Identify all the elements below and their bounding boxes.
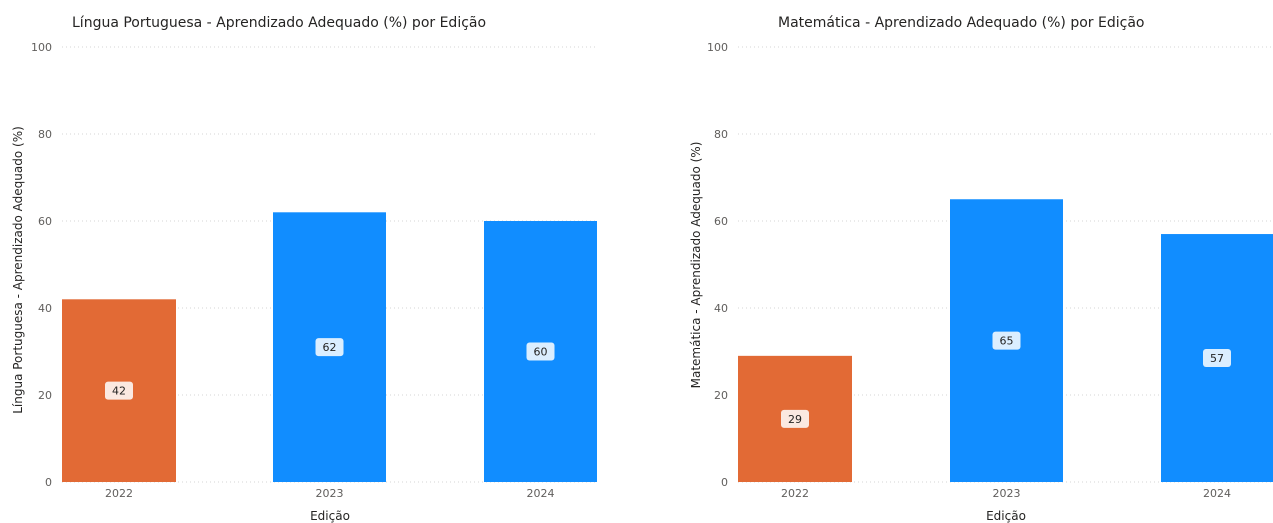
data-label-bg <box>105 381 133 400</box>
y-tick-label: 80 <box>714 128 728 141</box>
data-label-bg <box>1203 349 1231 368</box>
data-label-bg <box>315 338 344 357</box>
data-label: 65 <box>1000 335 1014 348</box>
y-tick-label: 80 <box>38 128 52 141</box>
data-label: 57 <box>1210 352 1224 365</box>
data-label-bg <box>992 331 1021 350</box>
y-tick-label: 0 <box>45 476 52 489</box>
y-tick-label: 100 <box>31 41 52 54</box>
y-tick-label: 20 <box>714 389 728 402</box>
data-label-bg <box>781 409 809 428</box>
x-tick-label: 2022 <box>781 487 809 500</box>
y-tick-label: 40 <box>38 302 52 315</box>
chart-title: Matemática - Aprendizado Adequado (%) po… <box>778 15 1144 31</box>
y-tick-label: 100 <box>707 41 728 54</box>
data-label-bg <box>526 342 555 361</box>
x-tick-label: 2024 <box>527 487 555 500</box>
y-axis-title: Língua Portuguesa - Aprendizado Adequado… <box>11 126 25 414</box>
y-tick-label: 60 <box>714 215 728 228</box>
data-label: 62 <box>323 341 337 354</box>
data-label: 60 <box>534 346 548 359</box>
x-axis-title: Edição <box>986 509 1026 523</box>
x-tick-label: 2024 <box>1203 487 1231 500</box>
x-tick-label: 2023 <box>316 487 344 500</box>
chart-portuguese: Língua Portuguesa - Aprendizado Adequado… <box>11 15 598 523</box>
chart-matematica: Matemática - Aprendizado Adequado (%) po… <box>689 15 1273 523</box>
y-tick-label: 60 <box>38 215 52 228</box>
y-tick-label: 20 <box>38 389 52 402</box>
x-tick-label: 2022 <box>105 487 133 500</box>
y-tick-label: 0 <box>721 476 728 489</box>
x-axis-title: Edição <box>310 509 350 523</box>
y-tick-label: 40 <box>714 302 728 315</box>
data-label: 29 <box>788 413 802 426</box>
data-label: 42 <box>112 385 126 398</box>
chart-title: Língua Portuguesa - Aprendizado Adequado… <box>72 15 486 31</box>
x-tick-label: 2023 <box>993 487 1021 500</box>
y-axis-title: Matemática - Aprendizado Adequado (%) <box>689 142 703 389</box>
